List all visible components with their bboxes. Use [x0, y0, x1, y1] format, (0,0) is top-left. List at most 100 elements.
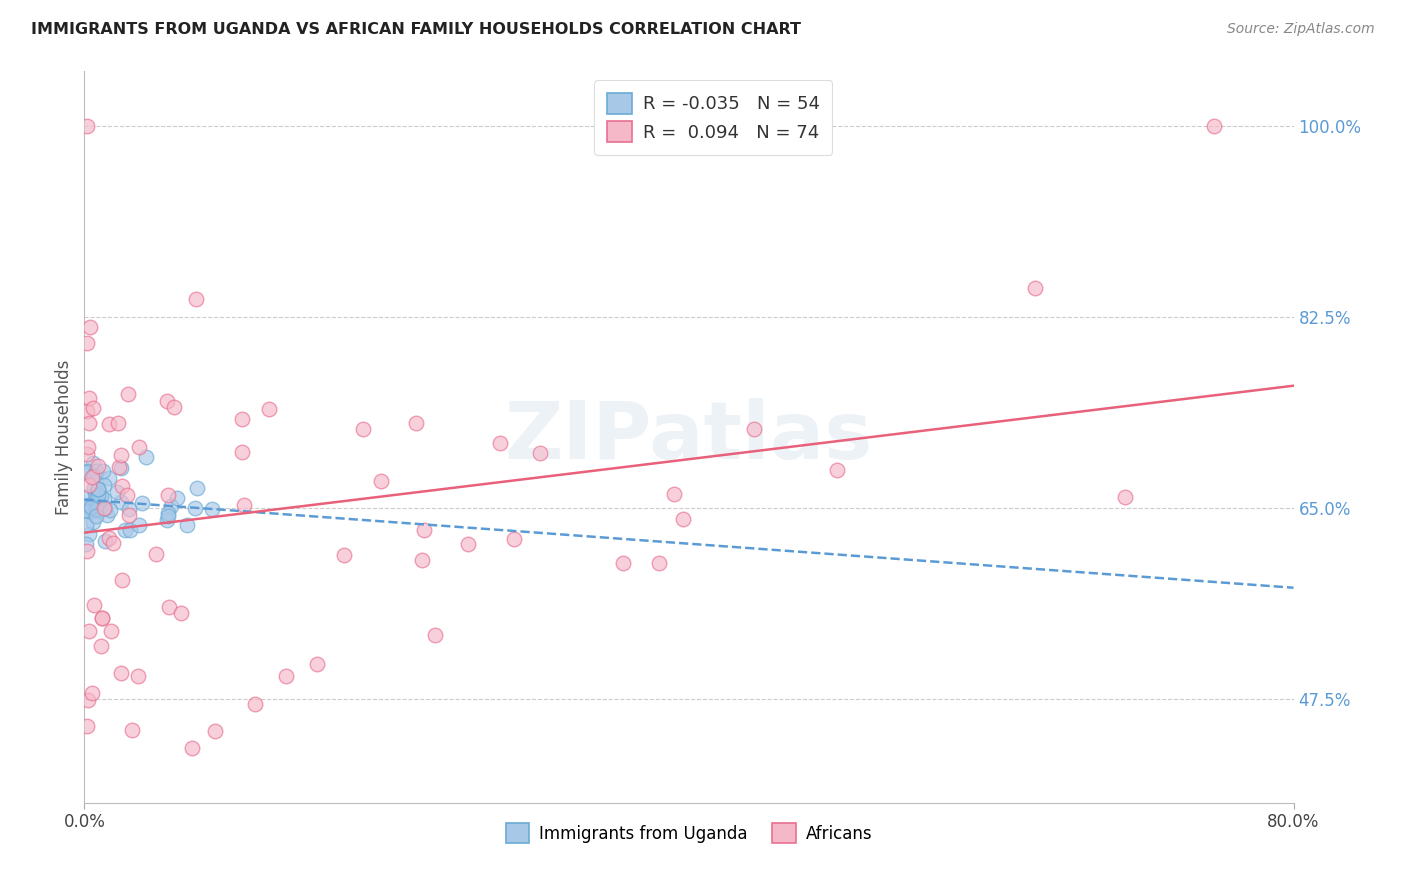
Point	[108, 459, 131, 474]
Point	[157, 488, 180, 502]
Point	[115, 488, 138, 502]
Point	[96, 508, 118, 522]
Point	[97, 532, 120, 546]
Point	[825, 463, 848, 477]
Point	[162, 400, 184, 414]
Point	[489, 435, 512, 450]
Point	[87, 482, 110, 496]
Y-axis label: Family Households: Family Households	[55, 359, 73, 515]
Point	[76, 466, 98, 480]
Point	[121, 723, 143, 737]
Point	[80, 470, 103, 484]
Point	[425, 628, 447, 642]
Point	[84, 508, 107, 523]
Point	[184, 501, 207, 516]
Point	[333, 549, 356, 563]
Point	[156, 506, 179, 520]
Point	[98, 471, 121, 485]
Point	[76, 119, 98, 133]
Point	[118, 508, 141, 522]
Point	[231, 412, 253, 426]
Point	[87, 483, 110, 497]
Point	[145, 547, 167, 561]
Point	[107, 416, 129, 430]
Point	[257, 402, 280, 417]
Point	[84, 464, 107, 478]
Point	[411, 553, 433, 567]
Point	[90, 639, 112, 653]
Point	[156, 394, 179, 409]
Point	[1024, 281, 1046, 295]
Point	[90, 610, 112, 624]
Point	[276, 669, 298, 683]
Point	[98, 417, 121, 432]
Point	[157, 600, 180, 615]
Point	[79, 477, 101, 491]
Point	[110, 665, 132, 680]
Text: Source: ZipAtlas.com: Source: ZipAtlas.com	[1227, 22, 1375, 37]
Point	[86, 458, 108, 473]
Point	[77, 464, 100, 478]
Point	[91, 464, 114, 478]
Point	[114, 523, 136, 537]
Point	[79, 319, 101, 334]
Point	[76, 335, 98, 350]
Point	[166, 491, 188, 506]
Point	[82, 456, 104, 470]
Point	[232, 498, 254, 512]
Point	[110, 448, 132, 462]
Point	[86, 502, 108, 516]
Point	[160, 500, 183, 514]
Point	[135, 450, 157, 464]
Point	[90, 499, 112, 513]
Text: ZIPatlas: ZIPatlas	[505, 398, 873, 476]
Point	[648, 557, 671, 571]
Point	[77, 526, 100, 541]
Point	[80, 686, 103, 700]
Point	[87, 503, 110, 517]
Point	[75, 536, 97, 550]
Point	[100, 624, 122, 638]
Point	[529, 446, 551, 460]
Point	[82, 515, 104, 529]
Point	[111, 479, 134, 493]
Point	[80, 504, 103, 518]
Point	[180, 741, 202, 756]
Point	[118, 523, 141, 537]
Point	[91, 611, 114, 625]
Point	[94, 501, 117, 516]
Point	[77, 391, 100, 405]
Point	[457, 536, 479, 550]
Point	[77, 504, 100, 518]
Point	[201, 501, 224, 516]
Point	[405, 417, 427, 431]
Point	[75, 518, 97, 533]
Point	[77, 440, 100, 454]
Point	[83, 599, 105, 613]
Text: IMMIGRANTS FROM UGANDA VS AFRICAN FAMILY HOUSEHOLDS CORRELATION CHART: IMMIGRANTS FROM UGANDA VS AFRICAN FAMILY…	[31, 22, 801, 37]
Point	[742, 422, 765, 436]
Point	[672, 512, 695, 526]
Point	[94, 534, 117, 549]
Point	[157, 508, 180, 523]
Point	[662, 486, 685, 500]
Point	[370, 474, 392, 488]
Point	[75, 502, 97, 516]
Point	[156, 513, 179, 527]
Point	[93, 500, 115, 515]
Point	[87, 487, 110, 501]
Point	[186, 482, 208, 496]
Point	[110, 461, 132, 475]
Legend: Immigrants from Uganda, Africans: Immigrants from Uganda, Africans	[499, 817, 879, 849]
Point	[176, 518, 198, 533]
Point	[83, 481, 105, 495]
Point	[86, 482, 108, 496]
Point	[243, 698, 266, 712]
Point	[204, 724, 226, 739]
Point	[77, 692, 100, 706]
Point	[131, 496, 153, 510]
Point	[77, 624, 100, 639]
Point	[76, 544, 98, 558]
Point	[76, 403, 98, 417]
Point	[76, 718, 98, 732]
